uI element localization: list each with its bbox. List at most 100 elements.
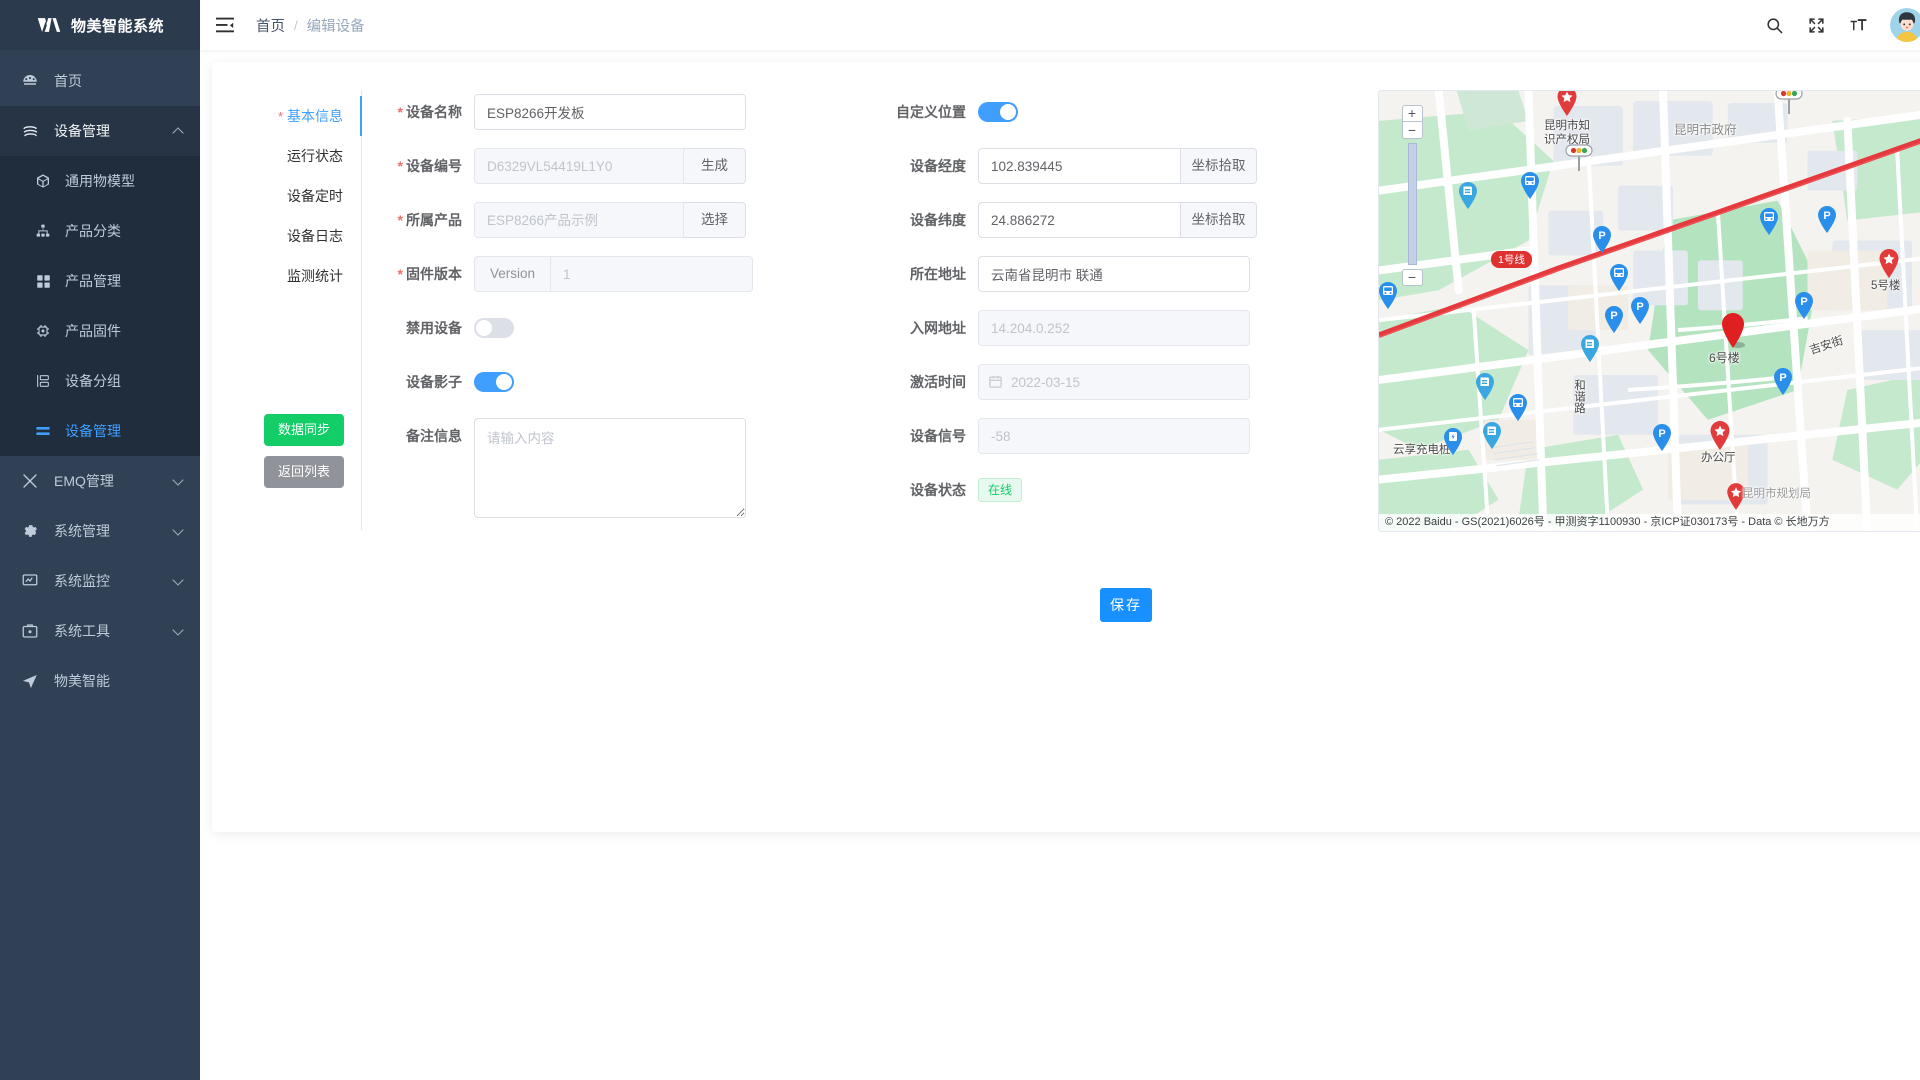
- sidebar-item-device-management[interactable]: 设备管理: [0, 106, 200, 156]
- tab-device-log[interactable]: 设备日志: [252, 216, 361, 256]
- sidebar-subitem-thing-model[interactable]: 通用物模型: [0, 156, 200, 206]
- field-label: 禁用设备: [406, 320, 462, 336]
- network-ip-input[interactable]: [978, 310, 1250, 346]
- field-disable-device: 禁用设备: [390, 310, 790, 346]
- tab-label: 设备日志: [287, 228, 343, 244]
- sidebar-item-label: 系统工具: [54, 623, 110, 639]
- generate-code-button[interactable]: 生成: [684, 148, 746, 184]
- zoom-in-button[interactable]: +: [1401, 105, 1423, 122]
- map-zoom-control: + − −: [1401, 105, 1423, 286]
- sidebar-subitem-device-management[interactable]: 设备管理: [0, 406, 200, 456]
- poi-label-building-5: 5号楼: [1871, 280, 1901, 292]
- tab-device-timer[interactable]: 设备定时: [252, 176, 361, 216]
- sidebar-item-home[interactable]: 首页: [0, 56, 200, 106]
- fullscreen-icon[interactable]: [1806, 15, 1826, 35]
- metro-marker-icon[interactable]: [1481, 421, 1503, 450]
- device-code-input[interactable]: [474, 148, 684, 184]
- sidebar-item-system-management[interactable]: 系统管理: [0, 506, 200, 556]
- field-address: 所在地址: [882, 256, 1282, 292]
- charging-station-marker-icon[interactable]: [1442, 427, 1464, 456]
- bus-marker-icon[interactable]: [1519, 171, 1541, 200]
- field-device-signal: 设备信号: [882, 418, 1282, 454]
- emq-icon: [20, 471, 40, 491]
- location-marker-icon[interactable]: [1719, 312, 1749, 352]
- device-icon: [20, 121, 40, 141]
- field-firmware-version: * 固件版本 Version: [390, 256, 790, 292]
- tab-basic-info[interactable]: * 基本信息: [252, 96, 362, 136]
- data-sync-button[interactable]: 数据同步: [264, 414, 344, 446]
- poi-label-charging-station: 云享充电桩: [1393, 444, 1451, 456]
- poi-label-building-6: 6号楼: [1709, 351, 1740, 365]
- pick-latitude-button[interactable]: 坐标拾取: [1181, 202, 1257, 238]
- remark-textarea[interactable]: [474, 418, 746, 518]
- bus-marker-icon[interactable]: [1378, 281, 1399, 310]
- sidebar-logo[interactable]: 物美智能系统: [0, 0, 200, 50]
- zoom-out-step-button[interactable]: −: [1401, 122, 1423, 139]
- svg-text:P: P: [1610, 310, 1617, 322]
- back-to-list-button[interactable]: 返回列表: [264, 456, 344, 488]
- star-poi-icon[interactable]: [1707, 419, 1733, 453]
- chevron-down-icon: [172, 474, 184, 486]
- parking-marker-icon[interactable]: P: [1651, 423, 1673, 452]
- select-product-button[interactable]: 选择: [684, 202, 746, 238]
- metro-marker-icon[interactable]: [1474, 372, 1496, 401]
- parking-marker-icon[interactable]: P: [1793, 291, 1815, 320]
- metro-marker-icon[interactable]: [1579, 334, 1601, 363]
- product-input[interactable]: [474, 202, 684, 238]
- address-input[interactable]: [978, 256, 1250, 292]
- sidebar-subitem-product-category[interactable]: 产品分类: [0, 206, 200, 256]
- hamburger-icon[interactable]: [214, 14, 236, 36]
- star-poi-icon[interactable]: [1876, 247, 1902, 281]
- sidebar-subitem-label: 通用物模型: [65, 173, 135, 189]
- sidebar-item-wumei-ai[interactable]: 物美智能: [0, 656, 200, 706]
- bus-marker-icon[interactable]: [1758, 207, 1780, 236]
- user-menu[interactable]: [1890, 8, 1920, 42]
- device-signal-input[interactable]: [978, 418, 1250, 454]
- sidebar-item-system-monitor[interactable]: 系统监控: [0, 556, 200, 606]
- sidebar-item-emq[interactable]: EMQ管理: [0, 456, 200, 506]
- zoom-slider-track[interactable]: [1407, 143, 1417, 265]
- required-marker: *: [397, 158, 403, 174]
- field-label: 设备影子: [406, 374, 462, 390]
- poi-label-planning-bureau: 昆明市规划局: [1742, 488, 1811, 500]
- metro-marker-icon[interactable]: [1457, 181, 1479, 210]
- font-size-icon[interactable]: [1848, 15, 1868, 35]
- tools-icon: [20, 621, 40, 641]
- device-name-input[interactable]: [474, 94, 746, 130]
- parking-marker-icon[interactable]: P: [1591, 225, 1613, 254]
- pick-longitude-button[interactable]: 坐标拾取: [1181, 148, 1257, 184]
- bus-marker-icon[interactable]: [1608, 263, 1630, 292]
- activation-time-input[interactable]: [978, 364, 1250, 400]
- baidu-map[interactable]: + − − 1号线 昆明: [1378, 90, 1920, 532]
- custom-position-toggle[interactable]: [978, 102, 1018, 122]
- sidebar-subitem-device-group[interactable]: 设备分组: [0, 356, 200, 406]
- breadcrumb-item-home[interactable]: 首页: [256, 18, 285, 35]
- save-button[interactable]: 保存: [1100, 588, 1152, 622]
- sidebar-subitem-product-firmware[interactable]: 产品固件: [0, 306, 200, 356]
- tab-monitor-stats[interactable]: 监测统计: [252, 256, 361, 296]
- star-poi-icon[interactable]: [1724, 481, 1748, 513]
- field-label: * 设备编号: [397, 158, 462, 174]
- search-icon[interactable]: [1764, 15, 1784, 35]
- zoom-min-button[interactable]: −: [1401, 269, 1423, 286]
- sidebar-item-system-tools[interactable]: 系统工具: [0, 606, 200, 656]
- breadcrumb: 首页 / 编辑设备: [256, 15, 365, 36]
- parking-marker-icon[interactable]: P: [1816, 205, 1838, 234]
- longitude-input[interactable]: [978, 148, 1181, 184]
- form-column-left: *设备名称 *设备编号: [390, 90, 790, 536]
- disable-device-toggle[interactable]: [474, 318, 514, 338]
- latitude-input[interactable]: [978, 202, 1181, 238]
- svg-text:P: P: [1658, 428, 1665, 440]
- firmware-version-input[interactable]: [550, 256, 753, 292]
- parking-marker-icon[interactable]: P: [1603, 305, 1625, 334]
- parking-marker-icon[interactable]: P: [1772, 367, 1794, 396]
- device-shadow-toggle[interactable]: [474, 372, 514, 392]
- parking-marker-icon[interactable]: P: [1629, 296, 1651, 325]
- tab-run-status[interactable]: 运行状态: [252, 136, 361, 176]
- svg-text:P: P: [1823, 210, 1830, 222]
- required-marker: *: [397, 212, 403, 228]
- bus-marker-icon[interactable]: [1507, 393, 1529, 422]
- sidebar-subitem-product-management[interactable]: 产品管理: [0, 256, 200, 306]
- star-poi-icon[interactable]: [1554, 90, 1580, 119]
- chevron-down-icon: [172, 574, 184, 586]
